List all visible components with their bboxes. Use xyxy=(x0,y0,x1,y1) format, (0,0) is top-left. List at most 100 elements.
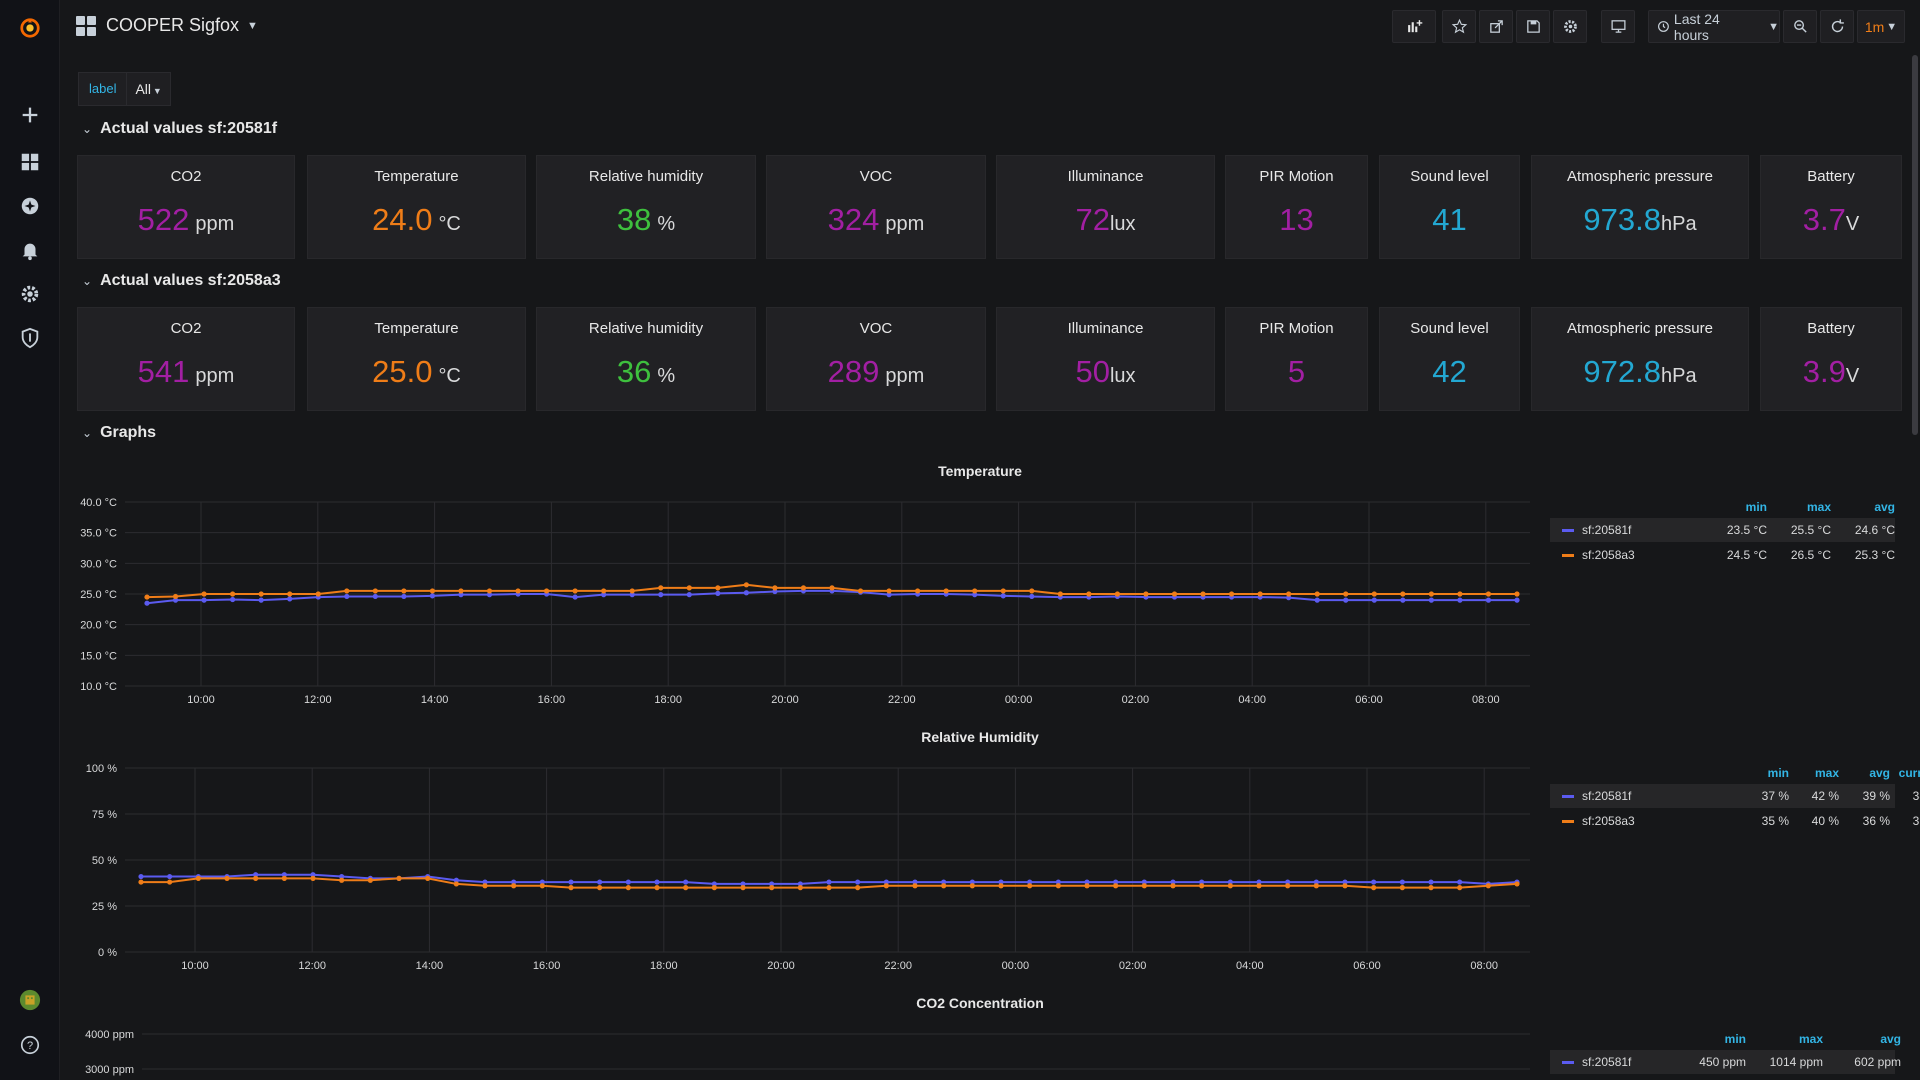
stat-panel[interactable]: Illuminance 72lux xyxy=(996,155,1215,259)
x-tick-label: 22:00 xyxy=(884,960,912,972)
data-point xyxy=(1371,879,1377,885)
humidity-chart[interactable]: 100 % 75 % 50 % 25 % 0 % 10:00 12:00 14:00 16:00… xyxy=(76,756,1536,976)
variable-select[interactable]: All ▼ xyxy=(127,72,171,106)
data-point xyxy=(1257,591,1263,597)
refresh-button[interactable] xyxy=(1820,10,1854,43)
data-point xyxy=(1055,883,1061,889)
x-tick-label: 04:00 xyxy=(1236,960,1264,972)
stat-panel[interactable]: Sound level 42 xyxy=(1379,307,1520,411)
stat-unit: °C xyxy=(438,213,461,235)
stat-panel[interactable]: Temperature 24.0 °C xyxy=(307,155,526,259)
data-point xyxy=(1113,879,1119,885)
legend-row[interactable]: sf:20581f 450 ppm 1014 ppm 602 ppm xyxy=(1550,1050,1901,1074)
x-tick-label: 14:00 xyxy=(421,694,449,706)
stat-panel[interactable]: CO2 522 ppm xyxy=(77,155,295,259)
add-panel-button[interactable] xyxy=(1392,10,1436,43)
stat-panel[interactable]: VOC 324 ppm xyxy=(766,155,986,259)
avatar[interactable] xyxy=(0,982,60,1018)
alerting-bell-icon[interactable] xyxy=(0,232,60,268)
data-point xyxy=(572,594,578,600)
legend-column-header[interactable]: max xyxy=(1806,500,1831,514)
stat-panel[interactable]: VOC 289 ppm xyxy=(766,307,986,411)
settings-gear-button[interactable] xyxy=(1553,10,1587,43)
stat-panel[interactable]: PIR Motion 13 xyxy=(1225,155,1368,259)
data-point xyxy=(1228,591,1235,597)
data-point xyxy=(1027,883,1033,889)
legend-column-header[interactable]: curren xyxy=(1900,500,1920,514)
stat-panel[interactable]: Battery 3.9V xyxy=(1760,307,1902,411)
legend-column-header[interactable]: min xyxy=(1724,1032,1746,1046)
row-title: Actual values sf:2058a3 xyxy=(100,272,281,289)
stat-value-line: 3.7V xyxy=(1761,202,1901,238)
legend-column-header[interactable]: avg xyxy=(1869,766,1890,780)
legend-column-header[interactable]: max xyxy=(1814,766,1839,780)
dashboards-icon[interactable] xyxy=(0,144,60,180)
temperature-chart[interactable]: 40.0 °C 35.0 °C 30.0 °C 25.0 °C 20.0 °C 15.0 … xyxy=(76,490,1536,710)
help-icon[interactable]: ? xyxy=(0,1027,60,1063)
clock-icon xyxy=(1658,21,1669,32)
row-header-sf20581f[interactable]: ⌄ Actual values sf:20581f xyxy=(82,120,277,138)
legend-row[interactable]: sf:20581f 37 % 42 % 39 % 38 % xyxy=(1550,784,1920,808)
data-point xyxy=(1286,595,1292,601)
stat-value: 25.0 xyxy=(372,354,433,389)
add-icon[interactable] xyxy=(0,97,60,133)
star-button[interactable] xyxy=(1442,10,1476,43)
stat-panel[interactable]: Temperature 25.0 °C xyxy=(307,307,526,411)
stat-panel[interactable]: PIR Motion 5 xyxy=(1225,307,1368,411)
data-point xyxy=(453,881,459,887)
stat-panel[interactable]: Relative humidity 38% xyxy=(536,155,756,259)
legend-column-header[interactable]: avg xyxy=(1880,1032,1901,1046)
data-point xyxy=(826,885,832,891)
data-point xyxy=(1227,879,1233,885)
grafana-logo-icon[interactable] xyxy=(0,8,60,48)
row-header-sf2058a3[interactable]: ⌄ Actual values sf:2058a3 xyxy=(82,272,281,290)
legend-column-header[interactable]: min xyxy=(1745,500,1767,514)
explore-icon[interactable] xyxy=(0,188,60,224)
refresh-interval-picker[interactable]: 1m ▼ xyxy=(1857,10,1905,43)
data-point xyxy=(1485,591,1492,597)
share-button[interactable] xyxy=(1479,10,1513,43)
data-point xyxy=(941,883,947,889)
stat-panel[interactable]: Relative humidity 36% xyxy=(536,307,756,411)
x-tick-label: 22:00 xyxy=(888,694,916,706)
time-range-picker[interactable]: Last 24 hours ▼ xyxy=(1648,10,1780,43)
y-tick-label: 100 % xyxy=(86,763,117,775)
data-point xyxy=(315,591,321,597)
data-point xyxy=(1114,591,1121,597)
stat-panel[interactable]: CO2 541 ppm xyxy=(77,307,295,411)
row-header-graphs[interactable]: ⌄ Graphs xyxy=(82,424,156,442)
gear-icon[interactable] xyxy=(0,276,60,312)
stat-panel[interactable]: Illuminance 50lux xyxy=(996,307,1215,411)
co2-chart[interactable]: 4000 ppm 3000 ppm xyxy=(76,1022,1536,1080)
data-point xyxy=(1285,883,1291,889)
stat-panel[interactable]: Sound level 41 xyxy=(1379,155,1520,259)
legend-column-header[interactable]: avg xyxy=(1874,500,1895,514)
stat-panel[interactable]: Atmospheric pressure 973.8hPa xyxy=(1531,155,1749,259)
scrollbar[interactable] xyxy=(1912,55,1918,435)
stat-panel[interactable]: Atmospheric pressure 972.8hPa xyxy=(1531,307,1749,411)
shield-icon[interactable] xyxy=(0,320,60,356)
legend-column-header[interactable]: min xyxy=(1767,766,1789,780)
tv-mode-button[interactable] xyxy=(1601,10,1635,43)
stat-unit: lux xyxy=(1109,365,1136,387)
data-point xyxy=(1086,591,1092,597)
stat-value-line: 41 xyxy=(1380,202,1519,238)
stat-panel[interactable]: Battery 3.7V xyxy=(1760,155,1902,259)
data-point xyxy=(1256,879,1262,885)
legend-series-name: sf:2058a3 xyxy=(1582,548,1635,562)
legend-column-header[interactable]: current xyxy=(1898,766,1920,780)
dashboard-picker[interactable]: COOPER Sigfox ▼ xyxy=(76,15,258,36)
data-point xyxy=(883,883,889,889)
legend-row[interactable]: sf:2058a3 35 % 40 % 36 % 36 % xyxy=(1550,809,1920,833)
data-point xyxy=(138,873,144,880)
data-point xyxy=(1371,591,1377,597)
legend-series-name: sf:20581f xyxy=(1582,789,1632,803)
zoom-out-button[interactable] xyxy=(1783,10,1817,43)
data-point xyxy=(1084,883,1090,889)
save-button[interactable] xyxy=(1516,10,1550,43)
x-tick-label: 16:00 xyxy=(538,694,566,706)
legend-column-header[interactable]: max xyxy=(1798,1032,1823,1046)
legend-value: 36 % xyxy=(1862,814,1890,828)
